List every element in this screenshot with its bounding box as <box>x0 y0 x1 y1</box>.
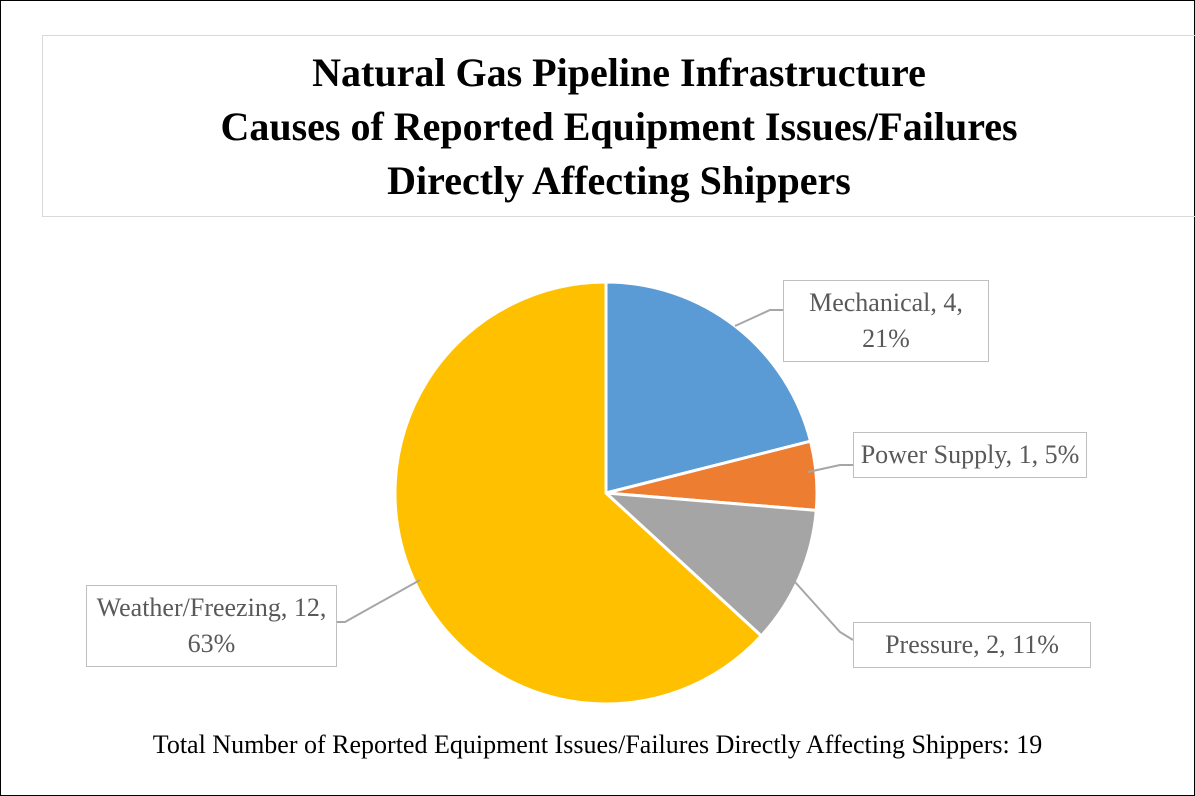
data-label: Weather/Freezing, 12, 63% <box>86 585 337 667</box>
data-label: Power Supply, 1, 5% <box>853 432 1087 478</box>
chart-title: Causes of Reported Equipment Issues/Fail… <box>220 104 1018 149</box>
chart-title: Directly Affecting Shippers <box>387 158 851 203</box>
chart-note: Total Number of Reported Equipment Issue… <box>152 730 1043 759</box>
pie-slice <box>601 491 818 639</box>
chart-title: Natural Gas Pipeline Infrastructure <box>312 50 926 95</box>
data-label: Mechanical, 4, 21% <box>783 280 989 362</box>
leader-line <box>807 464 853 473</box>
data-label: Pressure, 2, 11% <box>853 622 1091 668</box>
pie-slice <box>393 280 764 706</box>
leader-line <box>794 581 854 641</box>
leader-line <box>336 579 421 623</box>
leader-line <box>734 309 783 327</box>
title-box: Natural Gas Pipeline Infrastructure Caus… <box>42 35 1195 217</box>
